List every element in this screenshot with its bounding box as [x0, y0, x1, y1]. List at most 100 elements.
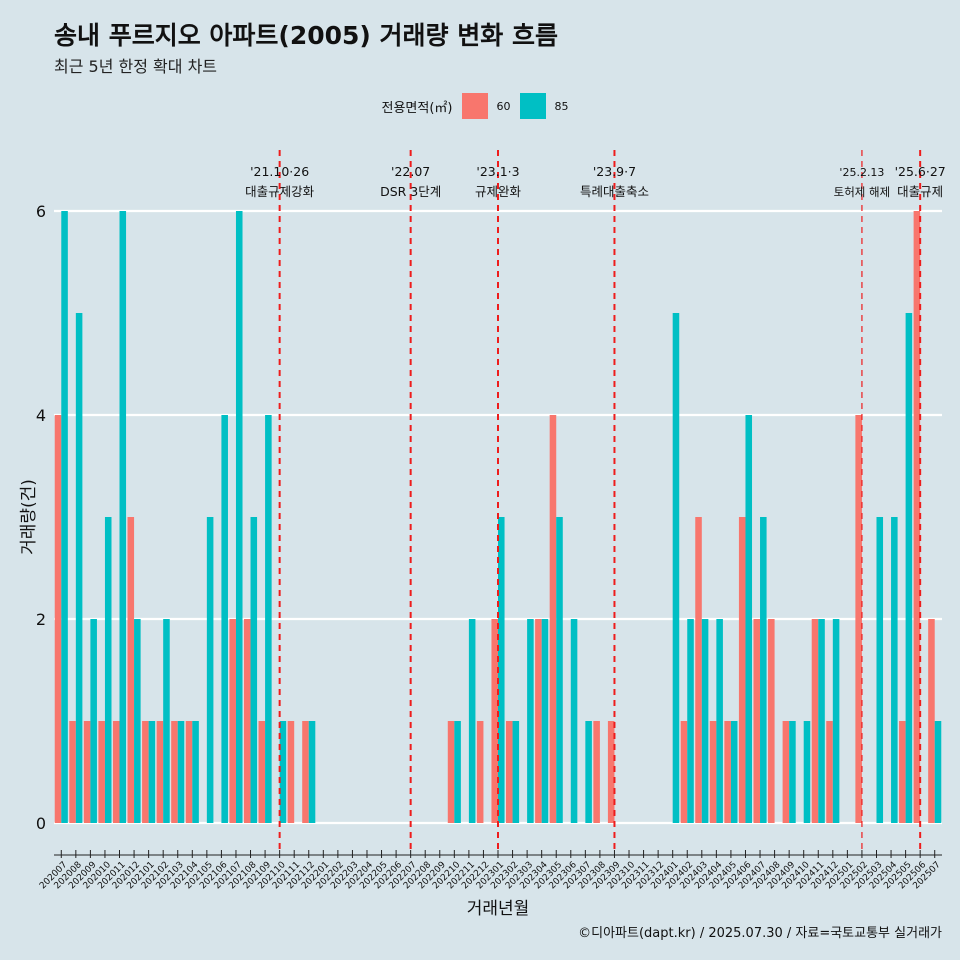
- chart-subtitle: 최근 5년 한정 확대 차트: [54, 57, 218, 76]
- event-text-label: 대출규제강화: [245, 184, 315, 199]
- bar-85-202101: [148, 721, 156, 823]
- chart-title: 송내 푸르지오 아파트(2005) 거래량 변화 흐름: [54, 21, 558, 50]
- bar-60-202308: [593, 721, 600, 823]
- bar-60-202007: [54, 415, 62, 823]
- bar-60-202407: [753, 619, 761, 823]
- event-text-label: DSR 3단계: [380, 184, 441, 199]
- y-axis-title: 거래량(건): [19, 479, 39, 555]
- bar-85-202009: [90, 619, 97, 823]
- bar-60-202101: [142, 721, 149, 823]
- bar-60-202107: [229, 619, 236, 823]
- bar-60-202506: [913, 211, 921, 823]
- bar-60-202012: [127, 517, 135, 823]
- bar-85-202504: [891, 517, 898, 823]
- bar-60-202411: [811, 619, 819, 823]
- bar-60-202104: [185, 721, 193, 823]
- bar-60-202507: [928, 619, 935, 823]
- bar-85-202403: [701, 619, 709, 823]
- bar-85-202107: [235, 211, 243, 823]
- bar-85-202301: [498, 517, 505, 823]
- legend-key-85: [520, 93, 547, 119]
- event-date-label: '23.1·3: [476, 164, 519, 179]
- bar-85-202409: [789, 721, 796, 823]
- bar-85-202012: [134, 619, 141, 823]
- bar-85-202109: [265, 415, 272, 823]
- event-text-label: 대출규제: [897, 184, 943, 199]
- bar-85-202007: [61, 211, 68, 823]
- source-caption: ©디아파트(dapt.kr) / 2025.07.30 / 자료=국토교통부 실…: [578, 926, 942, 941]
- bar-60-202502: [855, 415, 862, 823]
- bar-60-202212: [476, 721, 484, 823]
- bar-60-202505: [899, 721, 906, 823]
- event-text-label: 토허제 해제: [834, 185, 891, 199]
- bar-60-202406: [738, 517, 746, 823]
- legend: 전용면적(㎡) 60 85: [0, 93, 960, 119]
- bar-85-202406: [745, 415, 753, 823]
- bar-60-202302: [506, 721, 513, 823]
- bar-85-202505: [905, 313, 913, 823]
- bar-85-202112: [308, 721, 316, 823]
- legend-key-60: [462, 93, 489, 119]
- y-tick-label: 4: [36, 406, 46, 425]
- bar-85-202307: [585, 721, 592, 823]
- bar-60-202009: [83, 721, 91, 823]
- legend-title: 전용면적(㎡): [381, 100, 453, 116]
- bar-60-202112: [302, 721, 309, 823]
- bar-60-202309: [607, 721, 615, 823]
- bar-60-202011: [112, 721, 120, 823]
- bar-85-202407: [760, 517, 767, 823]
- event-text-label: 규제완화: [475, 184, 522, 199]
- bar-60-202405: [724, 721, 731, 823]
- bar-60-202404: [709, 721, 717, 823]
- bar-85-202306: [570, 619, 578, 823]
- bar-85-202011: [119, 211, 127, 823]
- bar-60-202301: [491, 619, 498, 823]
- bar-85-202410: [803, 721, 811, 823]
- bar-60-202408: [768, 619, 775, 823]
- event-date-label: '21.10·26: [250, 164, 309, 179]
- bar-60-202103: [171, 721, 178, 823]
- bar-85-202412: [832, 619, 840, 823]
- event-date-label: '25.6·27: [895, 164, 946, 179]
- bar-85-202401: [672, 313, 680, 823]
- legend-label-85: 85: [554, 99, 569, 113]
- event-date-label: '25.2.13: [839, 166, 884, 179]
- bar-60-202108: [243, 619, 251, 823]
- bar-60-202402: [680, 721, 688, 823]
- bar-85-202106: [221, 415, 228, 823]
- event-text-label: 특례대출축소: [580, 184, 649, 199]
- bar-85-202305: [556, 517, 563, 823]
- bar-85-202402: [687, 619, 694, 823]
- bar-60-202412: [826, 721, 833, 823]
- bar-85-202404: [716, 619, 723, 823]
- bar-85-202405: [730, 721, 738, 823]
- bar-60-202305: [549, 415, 557, 823]
- bar-85-202110: [279, 721, 287, 823]
- event-date-label: '23.9·7: [593, 164, 636, 179]
- bar-85-202108: [250, 517, 258, 823]
- bar-85-202411: [818, 619, 825, 823]
- bar-85-202104: [192, 721, 199, 823]
- bar-85-202507: [934, 721, 942, 823]
- bar-60-202304: [535, 619, 542, 823]
- bar-85-202211: [468, 619, 476, 823]
- y-tick-label: 0: [36, 814, 46, 833]
- bar-60-202102: [156, 721, 164, 823]
- bar-60-202111: [287, 721, 295, 823]
- bar-85-202303: [527, 619, 534, 823]
- bar-85-202302: [512, 721, 520, 823]
- x-axis-title: 거래년월: [467, 899, 530, 919]
- bar-85-202010: [104, 517, 112, 823]
- y-tick-label: 6: [36, 202, 46, 221]
- bar-60-202109: [258, 721, 266, 823]
- bar-60-202008: [69, 721, 76, 823]
- bar-85-202102: [163, 619, 170, 823]
- bar-60-202210: [447, 721, 455, 823]
- bar-60-202409: [782, 721, 790, 823]
- bar-60-202403: [695, 517, 702, 823]
- bar-85-202503: [876, 517, 884, 823]
- bar-60-202010: [98, 721, 105, 823]
- bar-85-202210: [454, 721, 461, 823]
- bar-85-202008: [75, 313, 83, 823]
